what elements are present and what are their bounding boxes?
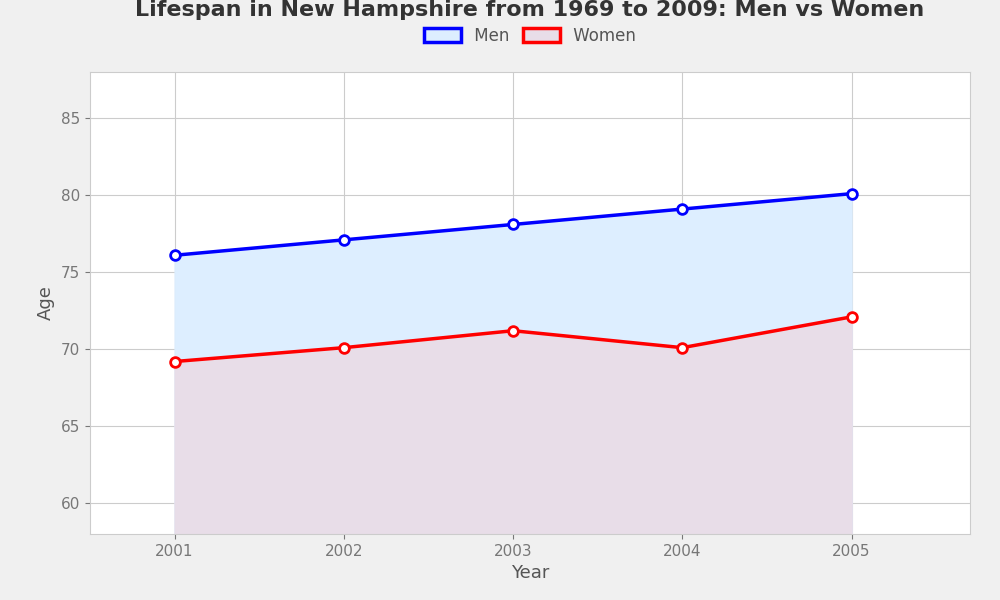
Y-axis label: Age: Age [37,286,55,320]
X-axis label: Year: Year [511,564,549,582]
Legend:  Men,  Women: Men, Women [418,20,642,52]
Title: Lifespan in New Hampshire from 1969 to 2009: Men vs Women: Lifespan in New Hampshire from 1969 to 2… [135,1,925,20]
